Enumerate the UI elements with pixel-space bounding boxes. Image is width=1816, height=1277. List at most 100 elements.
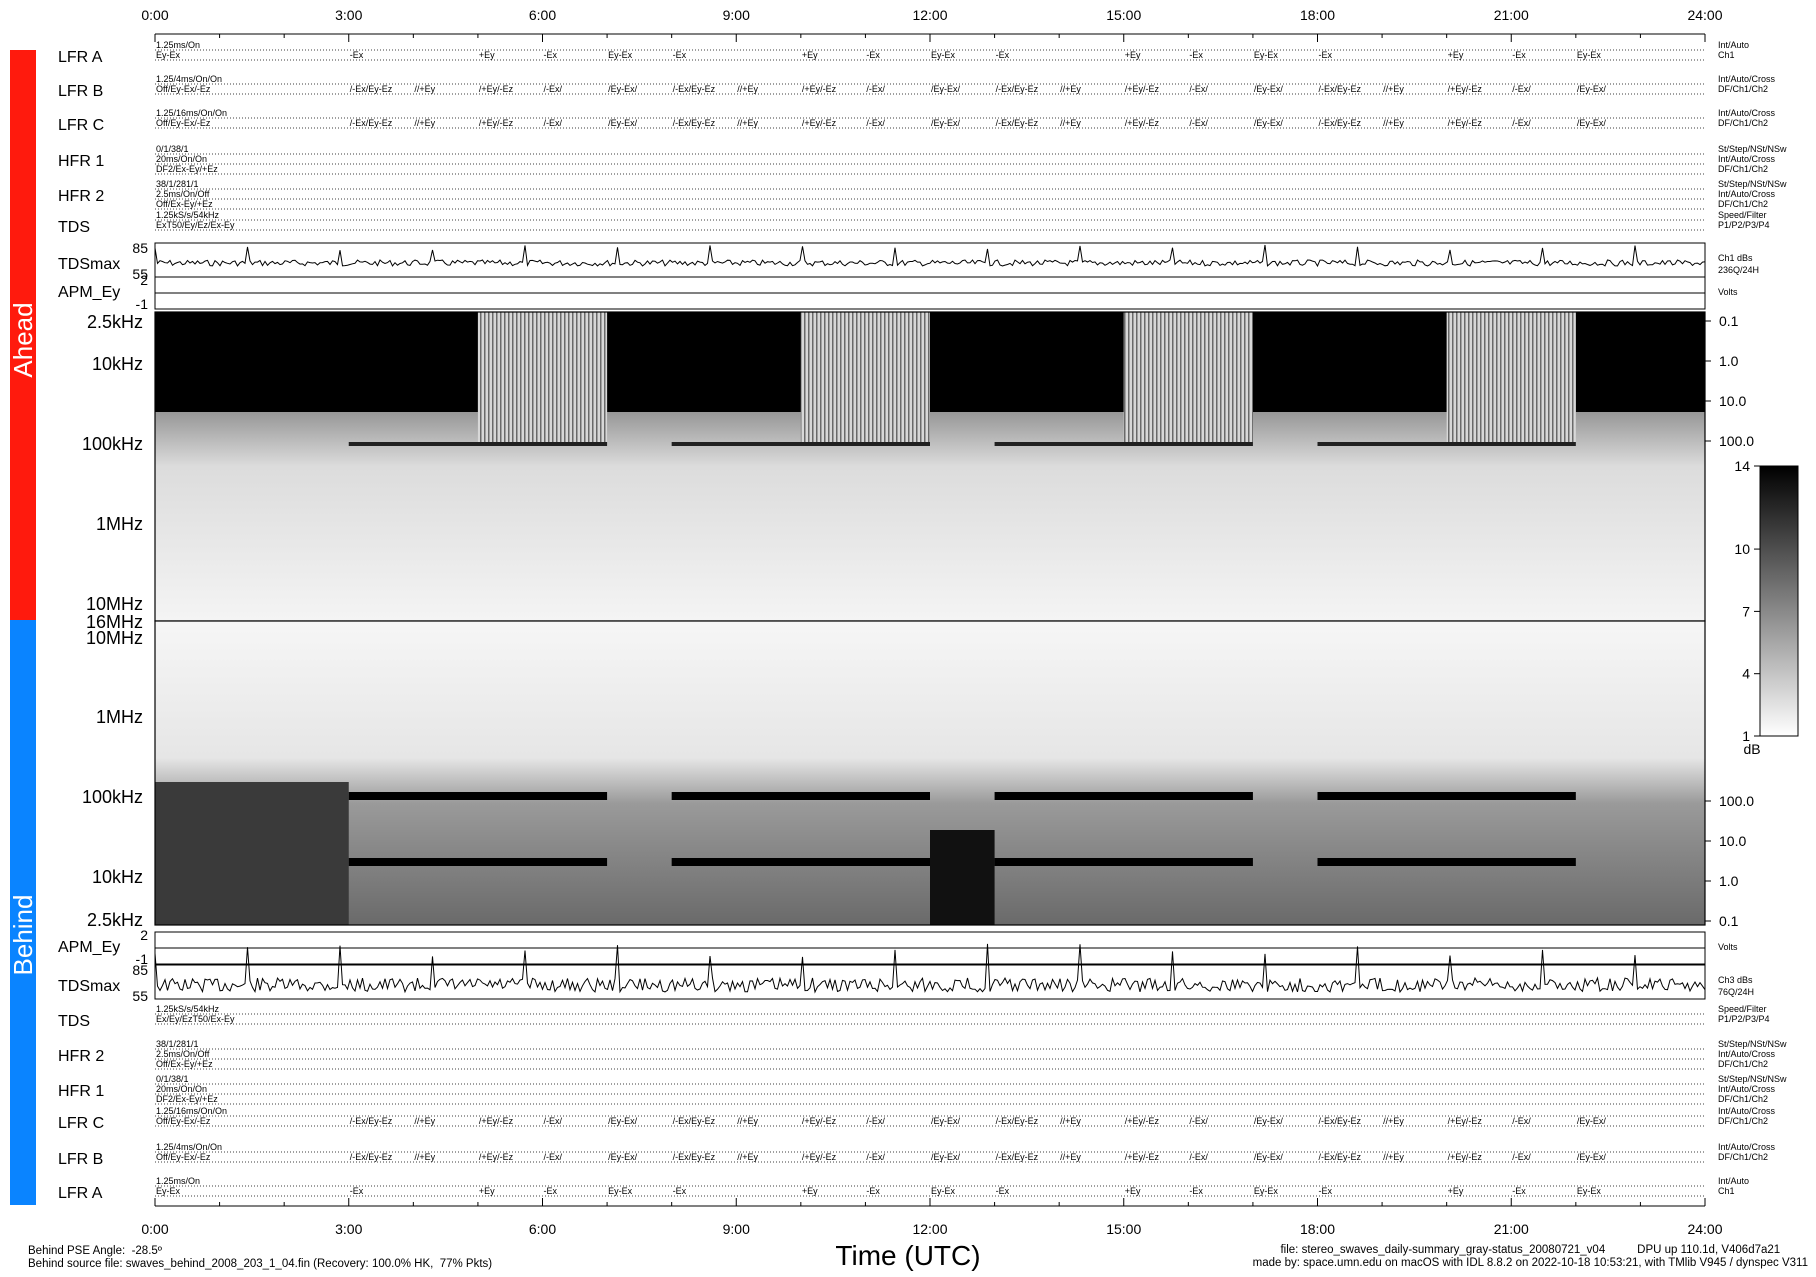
row-right-label: P1/P2/P3/P4: [1718, 220, 1770, 230]
row-label-hfr-1: HFR 1: [58, 1083, 104, 1100]
row-event-label: //+Ey: [737, 118, 758, 128]
row-right-label: DF/Ch1/Ch2: [1718, 199, 1768, 209]
row-event-label: +Ey: [802, 50, 818, 60]
row-mode-text: 1.25/16ms/On/On: [156, 1106, 227, 1116]
row-event-label: /Ey-Ex/: [931, 118, 961, 128]
behind-freq-label: 10kHz: [92, 867, 143, 887]
ahead-right-tick-label: 0.1: [1719, 313, 1739, 329]
row-event-label: //+Ey: [414, 118, 435, 128]
row-right-label: DF/Ch1/Ch2: [1718, 1152, 1768, 1162]
ahead-freq-label: 2.5kHz: [87, 312, 143, 332]
behind-spectrogram-frame: [154, 620, 1706, 926]
row-right-label: Int/Auto: [1718, 40, 1749, 50]
tdsmax-ymax: 85: [132, 240, 148, 256]
time-tick-label: 6:00: [529, 1221, 556, 1237]
row-event-label: /Ey-Ex/: [1254, 84, 1284, 94]
row-event-label: /-Ex/: [544, 84, 563, 94]
ahead-freq-label: 100kHz: [82, 434, 143, 454]
ahead-calibration-bar: [348, 442, 608, 446]
row-event-label: Ey-Ex: [608, 1186, 633, 1196]
row-event-label: /-Ex/: [1189, 1152, 1208, 1162]
row-event-label: /+Ey/-Ez: [1125, 1152, 1160, 1162]
row-event-label: -Ex: [350, 50, 364, 60]
time-tick-label: 12:00: [912, 1221, 947, 1237]
row-right-label: Int/Auto/Cross: [1718, 1049, 1776, 1059]
time-tick-label: 24:00: [1687, 1221, 1722, 1237]
row-mode-text: 0/1/38/1: [156, 144, 189, 154]
row-event-label: -Ex: [1319, 1186, 1333, 1196]
ahead-striped-block: [800, 312, 930, 442]
row-event-label: /-Ex/Ey-Ez: [350, 1116, 393, 1126]
row-mode-text: 1.25kS/s/54kHz: [156, 1004, 220, 1014]
behind-freq-label: 1MHz: [96, 707, 143, 727]
behind-calibration-bar: [348, 858, 608, 866]
row-event-label: //+Ey: [1060, 84, 1081, 94]
row-event-label: /+Ey/-Ez: [1448, 1152, 1483, 1162]
row-right-label: Int/Auto/Cross: [1718, 1084, 1776, 1094]
ahead-dark-block: [930, 312, 1124, 412]
row-event-label: +Ey: [1448, 50, 1464, 60]
row-right-label: DF/Ch1/Ch2: [1718, 84, 1768, 94]
row-mode-text: 2.5ms/On/Off: [156, 189, 210, 199]
row-mode-text: Off/Ex-Ey/+Ez: [156, 199, 213, 209]
row-event-label: /+Ey/-Ez: [479, 1116, 514, 1126]
row-event-label: /Ey-Ex/: [1254, 1152, 1284, 1162]
time-tick-label: 3:00: [335, 7, 362, 23]
row-mode-text: DF2/Ex-Ey/+Ez: [156, 1094, 218, 1104]
row-right-label: St/Step/NSt/NSw: [1718, 144, 1787, 154]
row-mode-text: Off/Ey-Ex/-Ez: [156, 118, 211, 128]
row-mode-text: Off/Ex-Ey/+Ez: [156, 1059, 213, 1069]
tdsmax-right-label: Ch3 dBs: [1718, 975, 1753, 985]
row-event-label: -Ex: [1319, 50, 1333, 60]
row-mode-text: 1.25ms/On: [156, 40, 200, 50]
row-event-label: /Ey-Ex/: [1577, 118, 1607, 128]
row-event-label: /-Ex/Ey-Ez: [1319, 1152, 1362, 1162]
time-tick-label: 0:00: [141, 1221, 168, 1237]
tdsmax-label: TDSmax: [58, 256, 120, 273]
colorbar-tick-label: 14: [1734, 458, 1750, 474]
tdsmax-trace: [154, 244, 1706, 268]
row-event-label: -Ex: [1189, 1186, 1203, 1196]
row-mode-text: 1.25/4ms/On/On: [156, 74, 222, 84]
row-event-label: /Ey-Ex/: [608, 1152, 638, 1162]
row-event-label: //+Ey: [1383, 118, 1404, 128]
row-event-label: /Ey-Ex/: [1254, 1116, 1284, 1126]
row-event-label: //+Ey: [1060, 118, 1081, 128]
behind-calibration-bar: [1317, 792, 1576, 800]
row-mode-text: 20ms/On/On: [156, 1084, 207, 1094]
row-event-label: /Ey-Ex/: [1577, 84, 1607, 94]
row-event-label: -Ex: [866, 1186, 880, 1196]
row-label-lfr-a: LFR A: [58, 1185, 103, 1202]
time-tick-label: 3:00: [335, 1221, 362, 1237]
row-mode-text: 38/1/281/1: [156, 1039, 199, 1049]
time-tick-label: 9:00: [723, 1221, 750, 1237]
tdsmax-ymax: 85: [132, 962, 148, 978]
row-right-label: Ch1: [1718, 50, 1735, 60]
ahead-striped-block: [1446, 312, 1576, 442]
row-event-label: //+Ey: [414, 1152, 435, 1162]
tdsmax-trace: [154, 943, 1706, 994]
colorbar-tick-label: 10: [1734, 541, 1750, 557]
row-event-label: /-Ex/Ey-Ez: [996, 1152, 1039, 1162]
colorbar-unit-label: dB: [1743, 741, 1760, 757]
tdsmax-frame: [154, 242, 1706, 278]
row-right-label: DF/Ch1/Ch2: [1718, 118, 1768, 128]
time-tick-label: 18:00: [1300, 7, 1335, 23]
behind-right-tick-label: 0.1: [1719, 913, 1739, 929]
row-event-label: Ey-Ex: [931, 1186, 956, 1196]
behind-freq-label: 100kHz: [82, 787, 143, 807]
row-event-label: +Ey: [1125, 50, 1141, 60]
row-event-label: /-Ex/: [866, 84, 885, 94]
row-event-label: -Ex: [1512, 1186, 1526, 1196]
apm-label: APM_Ey: [58, 284, 120, 301]
row-event-label: +Ey: [1125, 1186, 1141, 1196]
row-mode-text: 1.25/4ms/On/On: [156, 1142, 222, 1152]
behind-calibration-bar: [994, 858, 1253, 866]
row-event-label: /-Ex/: [1189, 1116, 1208, 1126]
apm-ymin: -1: [136, 296, 149, 312]
behind-calibration-bar: [348, 792, 608, 800]
behind-side-bar: [10, 620, 36, 1205]
row-event-label: /-Ex/: [544, 1116, 563, 1126]
row-event-label: //+Ey: [737, 1116, 758, 1126]
ahead-calibration-bar: [1317, 442, 1576, 446]
